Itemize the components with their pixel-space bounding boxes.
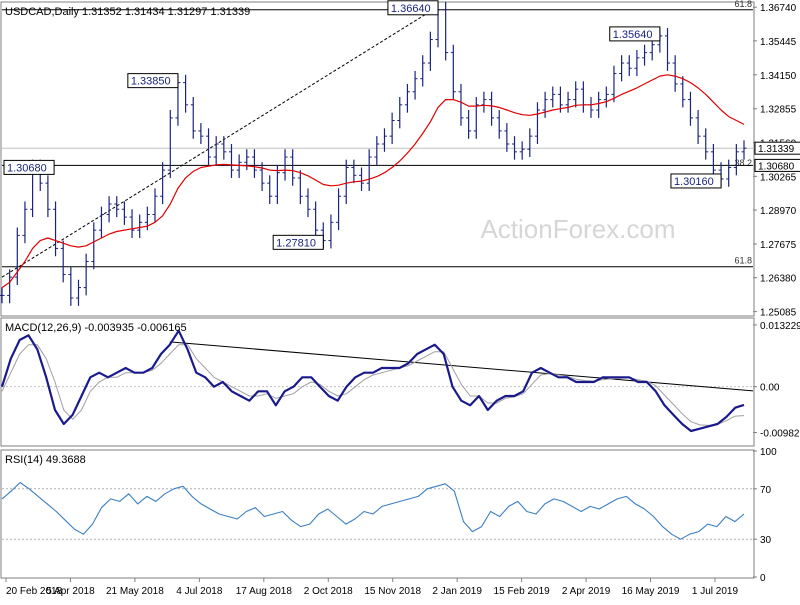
rsi-axis-tick-label: 0 xyxy=(760,573,766,584)
price-panel xyxy=(0,1,755,317)
rsi-line xyxy=(1,481,745,540)
price-annotation-label: 1.35640 xyxy=(609,26,661,42)
price-axis-tick-label: 1.34150 xyxy=(760,71,797,82)
x-tick-label: 20 Feb 2018 xyxy=(6,586,63,597)
price-axis-tick-label: 1.25085 xyxy=(760,308,797,319)
dashed-trend-line xyxy=(1,6,439,278)
macd-title: MACD(12,26,9) -0.003935 -0.006165 xyxy=(5,322,187,334)
x-tick-label: 15 Nov 2018 xyxy=(364,586,421,597)
price-annotation-label-box xyxy=(670,173,722,189)
price-annotation-label-box xyxy=(387,0,439,16)
x-tick-label: 16 May 2019 xyxy=(622,586,680,597)
fib-level-label: 61.8 xyxy=(734,0,752,9)
x-tick-label: 2 Apr 2019 xyxy=(562,586,611,597)
price-annotation-label: 1.30680 xyxy=(3,159,55,175)
price-annotation-label-box xyxy=(127,73,179,89)
x-tick-label: 17 Aug 2018 xyxy=(236,586,293,597)
moving-average-line xyxy=(1,74,745,289)
rsi-title: RSI(14) 49.3688 xyxy=(5,454,86,466)
x-tick-label: 21 May 2018 xyxy=(106,586,164,597)
x-tick-label: 5 Apr 2018 xyxy=(46,586,95,597)
macd-panel xyxy=(0,317,755,447)
price-annotation-label: 1.36640 xyxy=(387,0,439,16)
rsi-axis-tick-label: 100 xyxy=(760,447,777,458)
macd-axis-tick-label: -0.00982 xyxy=(760,428,800,439)
price-annotation-label-text: 1.30680 xyxy=(7,162,47,174)
x-tick-label: 15 Feb 2019 xyxy=(494,586,551,597)
fib-level-label: 61.8 xyxy=(734,256,752,266)
level-price-marker: 1.30680 xyxy=(754,158,800,172)
x-tick-label: 2 Oct 2018 xyxy=(304,586,353,597)
price-annotation-label-text: 1.35640 xyxy=(613,29,653,41)
current-price-label: 1.31339 xyxy=(758,144,795,155)
x-tick-label: 1 Jul 2019 xyxy=(692,586,739,597)
rsi-axis-tick-label: 30 xyxy=(760,535,772,546)
macd-line xyxy=(0,329,745,433)
macd-axis-tick-label: 0.00 xyxy=(760,383,780,394)
price-annotation-label-text: 1.36640 xyxy=(391,3,431,15)
current-price-marker: 1.31339 xyxy=(754,141,800,155)
price-axis-tick-label: 1.28970 xyxy=(760,206,797,217)
x-tick-label: 2 Jan 2019 xyxy=(432,586,482,597)
price-axis-tick-label: 1.26380 xyxy=(760,274,797,285)
price-annotation-label-box xyxy=(3,159,55,175)
price-annotation-label-text: 1.30160 xyxy=(674,176,714,188)
x-tick-label: 4 Jul 2018 xyxy=(176,586,223,597)
price-axis-tick-label: 1.36740 xyxy=(760,3,797,14)
rsi-panel xyxy=(0,449,755,579)
price-axis-tick-label: 1.30265 xyxy=(760,172,797,183)
price-annotation-label: 1.27810 xyxy=(272,234,324,250)
rsi-axis-tick-label: 70 xyxy=(760,485,772,496)
price-annotation-label-text: 1.27810 xyxy=(276,237,316,249)
price-annotation-label-text: 1.33850 xyxy=(131,76,171,88)
current-price-box xyxy=(754,141,800,155)
price-axis-tick-label: 1.35445 xyxy=(760,37,797,48)
macd-trend-line xyxy=(169,341,754,392)
watermark: ActionForex.com xyxy=(480,214,675,244)
level-price-label: 1.30680 xyxy=(758,161,795,172)
price-annotation-label: 1.33850 xyxy=(127,73,179,89)
price-axis-tick-label: 1.27675 xyxy=(760,240,797,251)
level-price-box xyxy=(754,158,800,172)
price-axis-tick-label: 1.32855 xyxy=(760,105,797,116)
fib-level-label: 38.2 xyxy=(734,158,752,168)
price-chart-title: USDCAD,Daily 1.31352 1.31434 1.31297 1.3… xyxy=(5,6,250,18)
macd-axis-tick-label: 0.013229 xyxy=(760,321,800,332)
price-annotation-label: 1.30160 xyxy=(670,173,722,189)
price-annotation-label-box xyxy=(272,234,324,250)
price-annotation-label-box xyxy=(609,26,661,42)
